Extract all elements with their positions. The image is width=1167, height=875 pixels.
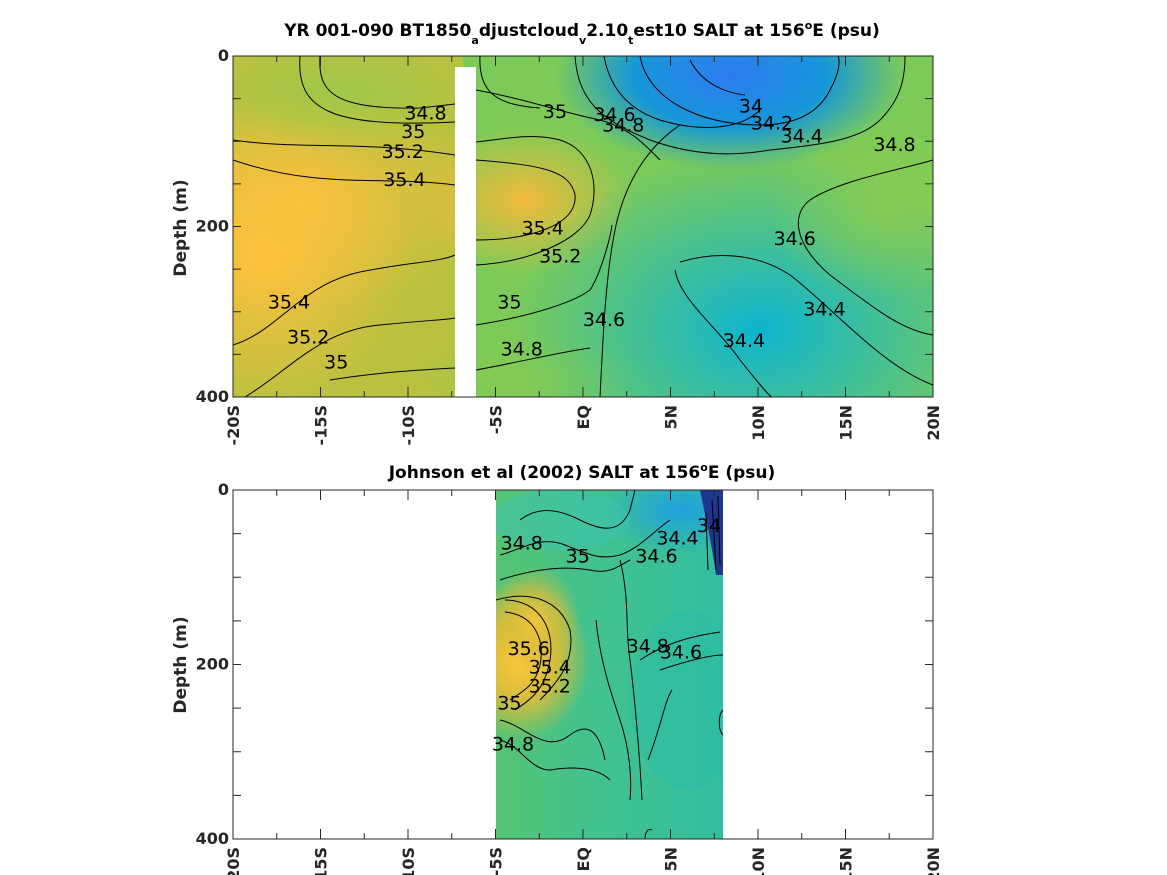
panel-2-xtick-label: 20N [924,847,943,875]
panel-2-contour-label: 34 [697,515,721,537]
panel-1-xtick-label: 15N [837,405,856,441]
panel-2-contour-label: 34.4 [656,527,698,549]
panel-2-xtick-label: -15S [312,847,331,875]
panel-2-ylabel: Depth (m) [171,616,191,713]
panel-1: YR 001-090 BT1850adjustcloudv2.10test10 … [171,19,943,445]
panel-1-ytick-label: 200 [196,217,229,236]
panel-1-xtick-label: -20S [224,405,243,445]
panel-2-contour-label: 34.8 [627,636,669,658]
panel-1-contour-label: 35.2 [539,246,581,268]
panel-1-missing-band [455,67,476,397]
panel-1-ytick-label: 400 [196,387,229,406]
panel-1-contour-label: 35.4 [522,218,564,240]
panel-1-contour-label: 34.8 [404,102,446,124]
panel-1-contour-label: 35 [497,292,521,314]
panel-2-contour-label: 35 [497,692,521,714]
panel-1-contour-label: 35.2 [287,327,329,349]
panel-1-xtick-label: -15S [312,405,331,445]
panel-1-contour-label: 34.8 [602,114,644,136]
panel-2-contour-lines [496,490,723,839]
panel-2-xtick-label: -5S [487,847,506,875]
panel-1-contour-label: 34.4 [723,330,765,352]
panel-2-contour-label: 35.6 [508,638,550,660]
panel-1-contour-label: 35.2 [382,141,424,163]
panel-1-field [233,56,933,397]
panel-2-contour-label: 34.6 [660,642,702,664]
panel-1-ylabel: Depth (m) [171,179,191,276]
panel-2-ytick-label: 0 [218,480,229,499]
panel-2-xtick-label: 15N [837,847,856,875]
panel-2-field [496,490,723,839]
panel-1-ytick-label: 0 [218,46,229,65]
panel-2-contour-label: 35.2 [529,676,571,698]
panel-1-contour-label: 34.4 [803,299,845,321]
panel-1-contour-label: 34.2 [751,113,793,135]
panel-1-xtick-label: EQ [574,405,593,430]
panel-2-contour-label: 35.4 [529,656,571,678]
panel-2-contour-labels: 34.83534.434.63434.834.635.635.435.23534… [492,515,721,755]
panel-1-contour-label: 34.6 [774,228,816,250]
panel-1-contour-label: 34.8 [501,339,543,361]
panel-1-title: YR 001-090 BT1850adjustcloudv2.10test10 … [283,19,880,47]
panel-2-xtick-label: 10N [749,847,768,875]
panel-2-xtick-label: -20S [224,847,243,875]
panel-1-contour-label: 35.4 [268,292,310,314]
panel-1-contour-lines [233,56,933,397]
panel-1-xtick-label: -5S [487,405,506,434]
panel-2-xtick-label: EQ [574,847,593,872]
panel-1-xtick-label: 10N [749,405,768,441]
panel-1-contour-label: 34.6 [593,104,635,126]
panel-1-contour-label: 34.4 [781,125,823,147]
panel-2-contour-label: 34.6 [635,546,677,568]
panel-1-contour-label: 34.6 [583,309,625,331]
panel-2-axes: -20S -15S -10S -5S EQ 5N 10N 15N 20N 0 200 400 [196,480,943,875]
panel-1-contour-label: 35 [543,101,567,123]
panel-2-ytick-label: 400 [196,829,229,848]
panel-2-contour-label: 34.8 [501,533,543,555]
panel-1-contour-label: 34 [739,96,763,118]
panel-2-contour-label: 34.8 [492,733,534,755]
panel-2: Johnson et al (2002) SALT at 156oE (psu) [171,461,943,875]
panel-1-axes: -20S -15S -10S -5S EQ 5N 10N 15N 20N 0 200 400 [196,46,943,445]
panel-1-xtick-label: -10S [399,405,418,445]
panel-2-title: Johnson et al (2002) SALT at 156oE (psu) [388,461,776,483]
panel-2-xtick-label: 5N [662,847,681,872]
panel-1-contour-label: 35.4 [383,169,425,191]
panel-1-xtick-label: 20N [924,405,943,441]
panel-1-contour-label: 34.8 [873,134,915,156]
panel-2-contour-label: 35 [566,546,590,568]
panel-1-contour-label: 35 [401,121,425,143]
panel-1-contour-label: 35 [324,351,348,373]
panel-2-ytick-label: 200 [196,655,229,674]
panel-1-xtick-label: 5N [662,405,681,430]
panel-2-xtick-label: -10S [399,847,418,875]
